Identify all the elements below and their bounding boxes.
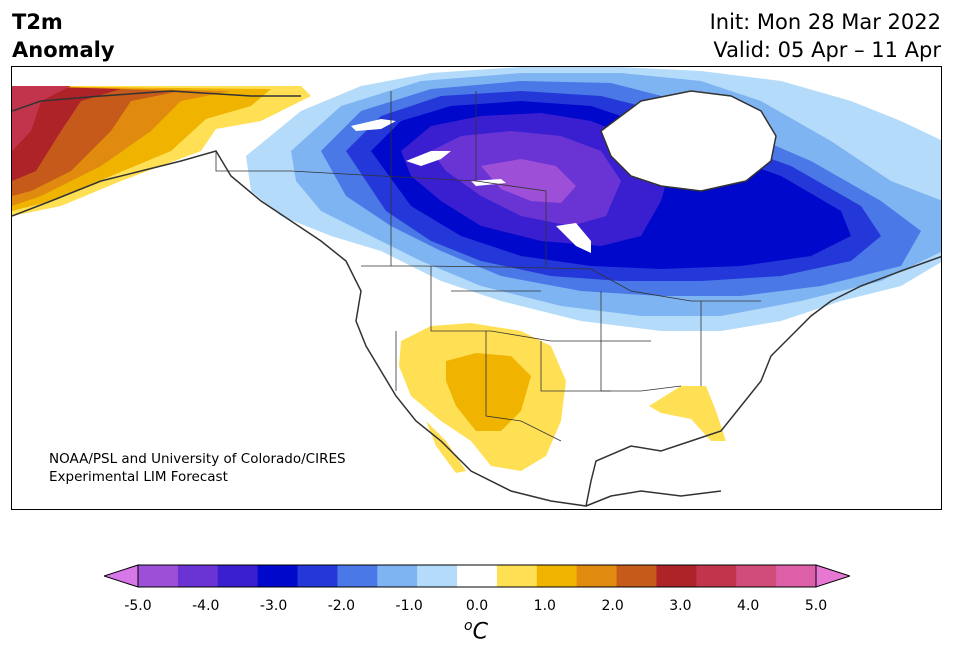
colorbar-tick-label: -4.0 (192, 598, 220, 614)
anomaly-map-svg (12, 67, 941, 507)
colorbar-tick-label: 0.0 (465, 598, 489, 614)
colorbar-extend-max (815, 564, 850, 588)
title-variable: T2m Anomaly (12, 8, 115, 64)
colorbar-bin (776, 565, 817, 587)
colorbar-bin (576, 565, 618, 587)
colorbar-bin (177, 565, 219, 587)
colorbar-bin (536, 565, 578, 587)
colorbar-bin (736, 565, 777, 587)
colorbar-tick-label: 4.0 (737, 598, 760, 614)
valid-date: Valid: 05 Apr – 11 Apr (713, 38, 941, 62)
colorbar-tick-label: -5.0 (124, 598, 152, 614)
colorbar-tick-label: 1.0 (533, 598, 556, 614)
coastlines (12, 90, 941, 507)
hudson-bay (600, 90, 777, 192)
colorbar-bin (417, 565, 458, 587)
colorbar-bin (297, 565, 338, 587)
colorbar-tick-label: 5.0 (804, 598, 828, 614)
colorbar-tick-label: -3.0 (259, 598, 288, 614)
credit-line-1: NOAA/PSL and University of Colorado/CIRE… (49, 451, 346, 467)
colorbar-bin (257, 565, 299, 587)
colorbar-bin (337, 565, 378, 587)
colorbar-bin (377, 565, 418, 587)
colorbar-tick-label: 2.0 (601, 598, 624, 614)
anomaly-map (11, 66, 942, 510)
colorbar-bin (217, 565, 259, 587)
colorbar-bin (696, 565, 737, 587)
colorbar-bin (496, 565, 538, 587)
southeast-warm-anomaly (649, 386, 726, 441)
alaska-warm-anomaly (12, 86, 311, 216)
colorbar-outline (137, 564, 817, 588)
colorbar-tick-label: -2.0 (327, 598, 356, 614)
colorbar-bin (616, 565, 657, 587)
credit-text: NOAA/PSL and University of Colorado/CIRE… (49, 450, 346, 486)
canadian-lakes (351, 119, 591, 253)
title-line-1: T2m (12, 10, 63, 34)
admin-borders (215, 91, 761, 442)
colorbar-bin (138, 565, 179, 587)
colorbar-bin (656, 565, 697, 587)
title-dates: Init: Mon 28 Mar 2022 Valid: 05 Apr – 11… (710, 8, 941, 64)
unit-letter: C (472, 619, 488, 645)
canada-cold-anomaly (246, 67, 941, 331)
colorbar-bin (457, 565, 498, 587)
unit-degree: o (464, 618, 473, 634)
colorbar-tick-label: 3.0 (669, 598, 692, 614)
init-date: Init: Mon 28 Mar 2022 (709, 10, 941, 34)
colorbar-tick-label: -1.0 (395, 598, 423, 614)
colorbar-unit: oC (464, 618, 488, 644)
colorbar-extend-min (104, 564, 139, 588)
title-line-2: Anomaly (12, 38, 115, 62)
colorbar (104, 564, 850, 588)
credit-line-2: Experimental LIM Forecast (49, 469, 228, 485)
